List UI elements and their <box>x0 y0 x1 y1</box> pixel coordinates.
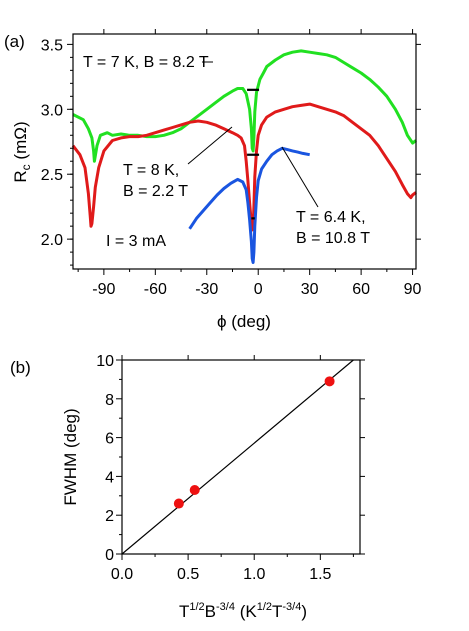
b-xtick-label: 1.5 <box>309 566 331 583</box>
panel-a-ticks: -90 -60 -30 0 30 60 90 2.0 2.5 3.0 3.5 <box>41 29 422 298</box>
data-point <box>173 498 184 509</box>
panel-b-label: (b) <box>10 358 31 377</box>
panel-b-points <box>173 376 335 509</box>
data-point <box>189 484 200 495</box>
series-line-1 <box>71 102 417 232</box>
panel-b-xlabel: T1/2B-3/4 (K1/2T-3/4) <box>179 601 307 621</box>
series-leader-red <box>187 126 233 165</box>
panel-b-ylabel: FWHM (deg) <box>61 408 80 505</box>
a-xtick-label: -60 <box>144 281 167 298</box>
a-ytick-label: 3.0 <box>41 102 63 119</box>
panel-b: (b) 0.0 0.5 1.0 1.5 0 2 4 6 8 10 FWHM (deg) T1/2B… <box>10 353 365 621</box>
a-xtick-label: 30 <box>301 281 319 298</box>
panel-b-frame <box>121 359 361 555</box>
b-xtick-label: 0.0 <box>111 566 133 583</box>
panel-a-label: (a) <box>4 32 25 51</box>
b-ytick-label: 10 <box>96 353 114 370</box>
ylabel-main: R <box>11 170 30 182</box>
panel-a-frame <box>72 33 417 270</box>
panel-a-fwhm-markers <box>247 88 260 220</box>
b-ytick-label: 6 <box>105 431 114 448</box>
a-xtick-label: 60 <box>352 281 370 298</box>
b-ytick-label: 4 <box>105 469 114 486</box>
a-xtick-label: 90 <box>404 281 422 298</box>
data-point <box>324 376 335 387</box>
current-label: I = 3 mA <box>106 233 166 250</box>
panel-a: (a) -90 -60 -30 0 30 60 90 2.0 2.5 3.0 3.5 T = 7 K… <box>4 29 422 331</box>
a-ytick-label: 2.0 <box>41 232 63 249</box>
a-ytick-label: 3.5 <box>41 37 63 54</box>
series-line-0 <box>72 49 417 163</box>
panel-a-ylabel: Rc (mΩ) <box>11 121 33 182</box>
ylabel-unit: (mΩ) <box>11 121 30 164</box>
series-label-green: T = 7 K, B = 8.2 T <box>83 54 209 71</box>
series-line-2 <box>188 146 310 264</box>
fit-line <box>121 359 354 555</box>
ylabel-sub: c <box>19 164 33 170</box>
series-label-blue-1: T = 6.4 K, <box>296 209 366 226</box>
b-xtick-label: 0.5 <box>177 566 199 583</box>
a-xtick-label: -30 <box>195 281 218 298</box>
b-xtick-label: 1.0 <box>243 566 265 583</box>
b-ytick-label: 0 <box>105 547 114 564</box>
b-ytick-label: 8 <box>105 392 114 409</box>
a-xtick-label: -90 <box>92 281 115 298</box>
series-label-blue-2: B = 10.8 T <box>296 230 370 247</box>
a-xtick-label: 0 <box>254 281 263 298</box>
series-leader-blue <box>281 146 319 208</box>
series-label-red-2: B = 2.2 T <box>123 183 188 200</box>
panel-a-xlabel: ϕ (deg) <box>217 312 271 331</box>
panel-b-fit <box>121 359 354 555</box>
a-ytick-label: 2.5 <box>41 167 63 184</box>
b-ytick-label: 2 <box>105 508 114 525</box>
panel-a-series <box>71 49 417 264</box>
panel-b-ticks: 0.0 0.5 1.0 1.5 0 2 4 6 8 10 <box>96 353 365 583</box>
series-label-red-1: T = 8 K, <box>123 162 179 179</box>
